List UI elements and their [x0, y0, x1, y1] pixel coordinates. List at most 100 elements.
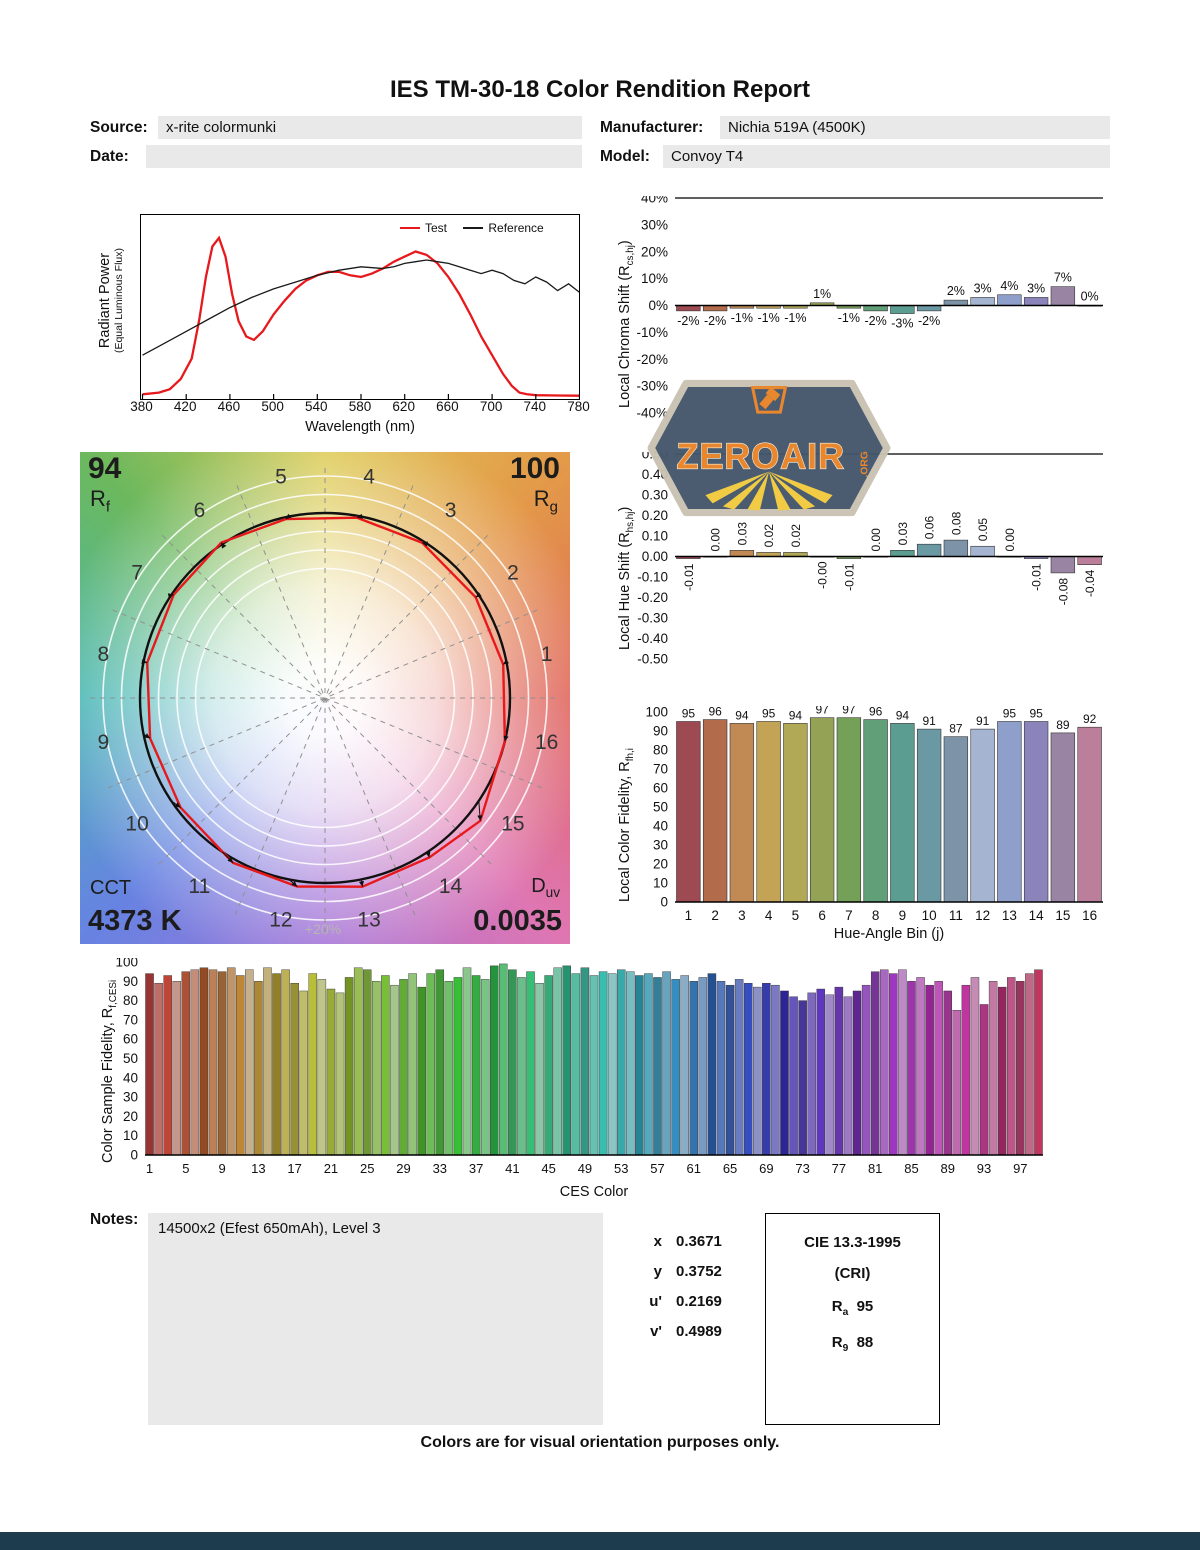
- svg-text:15: 15: [501, 813, 524, 836]
- svg-text:0.00: 0.00: [869, 528, 883, 552]
- svg-text:8: 8: [97, 643, 109, 666]
- svg-text:91: 91: [976, 714, 990, 728]
- cri-subtitle: (CRI): [834, 1265, 871, 1282]
- zeroair-watermark-logo: ZEROAIR .ORG: [647, 379, 891, 517]
- svg-text:11: 11: [949, 908, 963, 923]
- svg-text:13: 13: [357, 909, 380, 932]
- svg-text:0.00: 0.00: [709, 528, 723, 552]
- duv-label: Duv: [531, 875, 560, 900]
- local-color-fidelity-chart: 1009080706050403020100951962943954945976…: [645, 706, 1103, 923]
- svg-text:40: 40: [653, 819, 668, 834]
- svg-text:37: 37: [469, 1161, 483, 1176]
- svg-text:94: 94: [789, 708, 803, 722]
- color-vector-graphic: 1 2 3 4 5 6 7 8 9 10 11 12 13 14 15 16 +20% 94 Rf 100 Rg…: [80, 452, 570, 944]
- svg-text:2: 2: [711, 908, 719, 923]
- svg-text:1: 1: [541, 643, 553, 666]
- ces-x-axis-label: CES Color: [559, 1184, 629, 1200]
- svg-text:0.02: 0.02: [789, 524, 803, 548]
- svg-text:97: 97: [842, 706, 856, 717]
- svg-text:73: 73: [795, 1161, 809, 1176]
- sunburst-rays-icon: [705, 471, 833, 511]
- svg-text:33: 33: [433, 1161, 447, 1176]
- notes-label: Notes:: [90, 1211, 139, 1228]
- cri-ra-row: Ra 95: [831, 1298, 874, 1318]
- page-title: IES TM-30-18 Color Rendition Report: [389, 76, 811, 103]
- notes-field[interactable]: 14500x2 (Efest 650mAh), Level 3: [148, 1213, 603, 1425]
- source-field[interactable]: x-rite colormunki: [158, 116, 582, 139]
- svg-text:100: 100: [645, 706, 668, 720]
- svg-text:10: 10: [922, 908, 937, 923]
- svg-text:-2%: -2%: [704, 314, 726, 328]
- spd-x-tick: 740: [523, 399, 547, 414]
- test-line-swatch: [400, 227, 420, 229]
- spd-chart: [140, 214, 580, 400]
- svg-text:13: 13: [1002, 908, 1017, 923]
- svg-text:49: 49: [578, 1161, 592, 1176]
- svg-text:0.03: 0.03: [896, 522, 910, 546]
- spd-x-tick: 660: [436, 399, 459, 414]
- svg-text:97: 97: [815, 706, 829, 717]
- svg-text:77: 77: [832, 1161, 846, 1176]
- spd-x-ticks: 380 420 460 500 540 580 620 660 700 740 780: [0, 399, 1200, 415]
- svg-text:40: 40: [123, 1070, 138, 1085]
- svg-text:3%: 3%: [1027, 281, 1045, 295]
- cct-value: 4373 K: [88, 905, 182, 937]
- svg-text:8: 8: [872, 908, 880, 923]
- svg-text:-2%: -2%: [918, 314, 940, 328]
- svg-text:0.30: 0.30: [642, 488, 668, 503]
- svg-text:1: 1: [685, 908, 693, 923]
- svg-text:-0.20: -0.20: [637, 590, 668, 605]
- svg-text:14: 14: [439, 875, 463, 898]
- footer-note: Colors are for visual orientation purpos…: [420, 1434, 780, 1451]
- svg-text:-1%: -1%: [731, 311, 753, 325]
- cri-r9-row: R9 88: [831, 1334, 874, 1354]
- svg-text:80: 80: [123, 993, 138, 1008]
- svg-text:30%: 30%: [641, 217, 668, 232]
- svg-text:60: 60: [653, 781, 668, 796]
- svg-text:0: 0: [130, 1148, 138, 1163]
- svg-text:17: 17: [287, 1161, 301, 1176]
- local-chroma-shift-chart: 40%30%20%10%0%-10%-20%-30%-40%-2% -2% -1% -…: [636, 196, 1103, 421]
- manufacturer-field[interactable]: Nichia 519A (4500K): [720, 116, 1110, 139]
- svg-text:25: 25: [360, 1161, 374, 1176]
- svg-text:10: 10: [123, 1128, 138, 1143]
- svg-text:10: 10: [125, 813, 148, 836]
- svg-text:-1%: -1%: [838, 311, 860, 325]
- svg-text:11: 11: [189, 875, 211, 898]
- chromaticity-row-x: x 0.3671: [653, 1233, 722, 1250]
- chromaticity-row-v: v' 0.4989: [650, 1323, 722, 1340]
- svg-text:80: 80: [653, 743, 668, 758]
- svg-text:89: 89: [941, 1161, 955, 1176]
- date-field[interactable]: [146, 145, 582, 168]
- svg-text:-0.04: -0.04: [1083, 569, 1097, 597]
- reference-line-swatch: [463, 227, 484, 229]
- svg-text:3%: 3%: [974, 281, 992, 295]
- svg-text:10: 10: [653, 876, 668, 891]
- svg-text:9: 9: [97, 731, 109, 754]
- svg-text:7: 7: [845, 908, 853, 923]
- svg-text:7%: 7%: [1054, 271, 1072, 285]
- svg-text:69: 69: [759, 1161, 773, 1176]
- svg-text:70: 70: [653, 762, 668, 777]
- svg-text:41: 41: [505, 1161, 519, 1176]
- svg-text:61: 61: [687, 1161, 701, 1176]
- svg-text:0.05: 0.05: [976, 518, 990, 542]
- svg-text:-2%: -2%: [865, 314, 887, 328]
- svg-text:16: 16: [1082, 908, 1097, 923]
- svg-text:95: 95: [1029, 707, 1043, 721]
- svg-text:12: 12: [975, 908, 990, 923]
- svg-text:4: 4: [765, 908, 773, 923]
- svg-text:2: 2: [507, 561, 519, 584]
- chromaticity-row-u: u' 0.2169: [649, 1293, 722, 1310]
- spd-x-tick: 380: [130, 399, 153, 414]
- svg-text:-0.30: -0.30: [637, 611, 668, 626]
- svg-text:6: 6: [194, 499, 206, 522]
- svg-text:-20%: -20%: [636, 352, 668, 367]
- svg-text:94: 94: [896, 708, 910, 722]
- svg-text:-0.50: -0.50: [637, 652, 668, 667]
- local-hue-shift-chart: 0.500.400.300.200.100.00-0.10-0.20-0.30-…: [637, 452, 1103, 667]
- svg-text:13: 13: [251, 1161, 265, 1176]
- spd-legend: Test Reference: [400, 221, 557, 235]
- model-field[interactable]: Convoy T4: [663, 145, 1110, 168]
